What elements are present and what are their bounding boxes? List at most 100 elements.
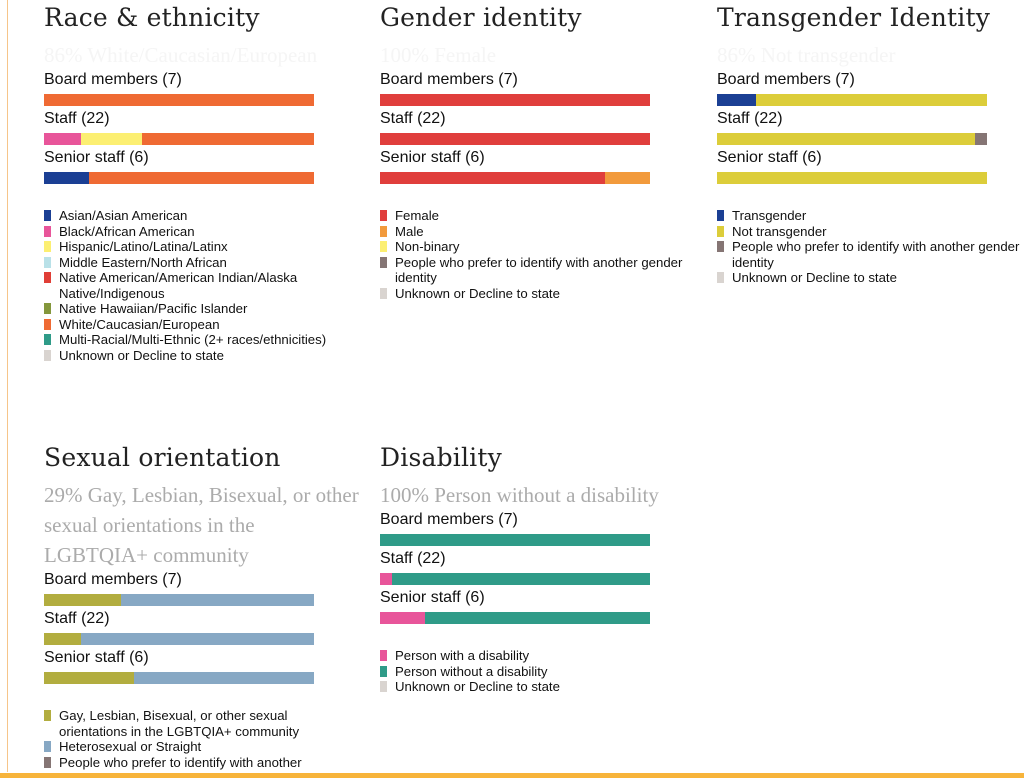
legend-item: People who prefer to identify with anoth… [44,755,374,771]
legend-label: Asian/Asian American [59,208,188,223]
panel-transgender-identity: Transgender Identity 86% Not transgender B… [717,0,1024,286]
legend-label: Hispanic/Latino/Latina/Latinx [59,239,228,254]
stacked-bar [380,133,650,145]
bar-segment [89,172,314,184]
panel-subtitle: 100% Person without a disability [380,483,659,507]
stacked-bar [44,672,314,684]
bar-segment [44,633,81,645]
stacked-bar [44,594,314,606]
bar-segment [605,172,650,184]
legend-item: Not transgender [717,224,1024,240]
legend-swatch-icon [380,681,387,692]
stacked-bar [717,172,987,184]
legend: Transgender Not transgender People who pre… [717,208,1024,286]
legend-item: Non-binary [380,239,710,255]
bar-label: Senior staff (6) [380,589,485,606]
legend-swatch-icon [380,225,387,237]
legend-label: Person with a disability [395,648,530,663]
legend-label: Native Hawaiian/Pacific Islander [59,301,248,316]
legend-label: Gay, Lesbian, Bisexual, or other sexual … [59,708,300,739]
panel-subtitle: 100% Female [380,43,497,67]
legend-label: White/Caucasian/European [59,316,220,332]
stacked-bar [44,94,314,106]
legend-label: Heterosexual or Straight [59,739,202,754]
stacked-bar [380,172,650,184]
bar-segment [44,172,89,184]
bar-label: Staff (22) [380,110,446,127]
legend-swatch-icon [44,756,51,768]
legend-item: Person without a disability [380,664,710,680]
legend-label: Unknown or Decline to state [395,679,560,694]
panel-gender-identity: Gender identity 100% Female Board members … [380,0,710,301]
panel-title: Race & ethnicity [44,3,260,32]
legend-label: Black/African American [59,223,195,239]
legend-item: Unknown or Decline to state [380,679,710,695]
legend-swatch-icon [44,256,51,268]
legend: Person with a disability Person without a… [380,648,710,695]
legend-label: People who prefer to identify with anoth… [59,754,302,770]
legend-item: People who prefer to identify with anoth… [717,239,1024,270]
legend-swatch-icon [380,241,387,252]
stacked-bar [380,573,650,585]
bar-segment [392,573,650,585]
legend-swatch-icon [44,710,51,721]
panel-title: Transgender Identity [717,3,991,32]
bar-label: Staff (22) [380,550,446,567]
bar-segment [717,133,975,145]
legend-swatch-icon [44,334,51,345]
panel-sexual-orientation: Sexual orientation 29% Gay, Lesbian, Bise… [44,440,374,770]
legend-swatch-icon [44,241,51,252]
legend-swatch-icon [44,210,51,221]
bar-label: Board members (7) [380,71,518,88]
panel-title: Disability [380,443,502,472]
legend-swatch-icon [717,272,724,283]
legend-swatch-icon [44,225,51,237]
legend-swatch-icon [44,349,51,361]
panel-title: Sexual orientation [44,443,281,472]
bar-segment [974,133,987,145]
legend: Asian/Asian American Black/African Americ… [44,208,374,363]
bar-segment [380,612,425,624]
bar-label: Staff (22) [44,110,110,127]
legend-swatch-icon [380,665,387,677]
legend-item: Unknown or Decline to state [380,286,710,302]
stacked-bar [717,133,987,145]
stacked-bar [44,633,314,645]
legend-item: Heterosexual or Straight [44,739,374,755]
bar-segment [380,573,393,585]
legend-label: Non-binary [395,239,460,254]
bar-segment [44,672,134,684]
bar-label: Senior staff (6) [380,149,485,166]
bar-segment [755,94,987,106]
stacked-bar [380,534,650,546]
legend-item: Person with a disability [380,648,710,664]
legend-swatch-icon [44,272,51,283]
legend-label: Person without a disability [395,663,548,679]
stacked-bar [717,94,987,106]
bar-label: Staff (22) [717,110,783,127]
bar-label: Board members (7) [44,571,182,588]
legend-swatch-icon [717,210,724,221]
bar-segment [142,133,314,145]
legend-label: Native American/American Indian/Alaska N… [59,270,298,301]
bar-segment [44,94,314,106]
bottom-border-rule [0,773,1024,778]
legend-label: Female [395,208,439,223]
legend-label: Unknown or Decline to state [59,347,224,363]
legend-item: Native American/American Indian/Alaska N… [44,270,374,301]
bar-segment [380,133,650,145]
legend-label: People who prefer to identify with anoth… [395,254,683,286]
legend-label: Middle Eastern/North African [59,254,227,270]
legend-item: Transgender [717,208,1024,224]
panel-subtitle: 29% Gay, Lesbian, Bisexual, or other sex… [44,483,359,567]
legend-swatch-icon [717,225,724,237]
legend-swatch-icon [717,241,724,252]
bar-segment [134,672,314,684]
panel-disability: Disability 100% Person without a disabili… [380,440,710,695]
legend-item: Black/African American [44,224,374,240]
panel-subtitle: 86% White/Caucasian/European [44,43,318,67]
bar-segment [380,534,650,546]
legend-item: People who prefer to identify with anoth… [380,255,710,286]
bar-segment [380,172,605,184]
legend-label: Transgender [732,208,807,223]
